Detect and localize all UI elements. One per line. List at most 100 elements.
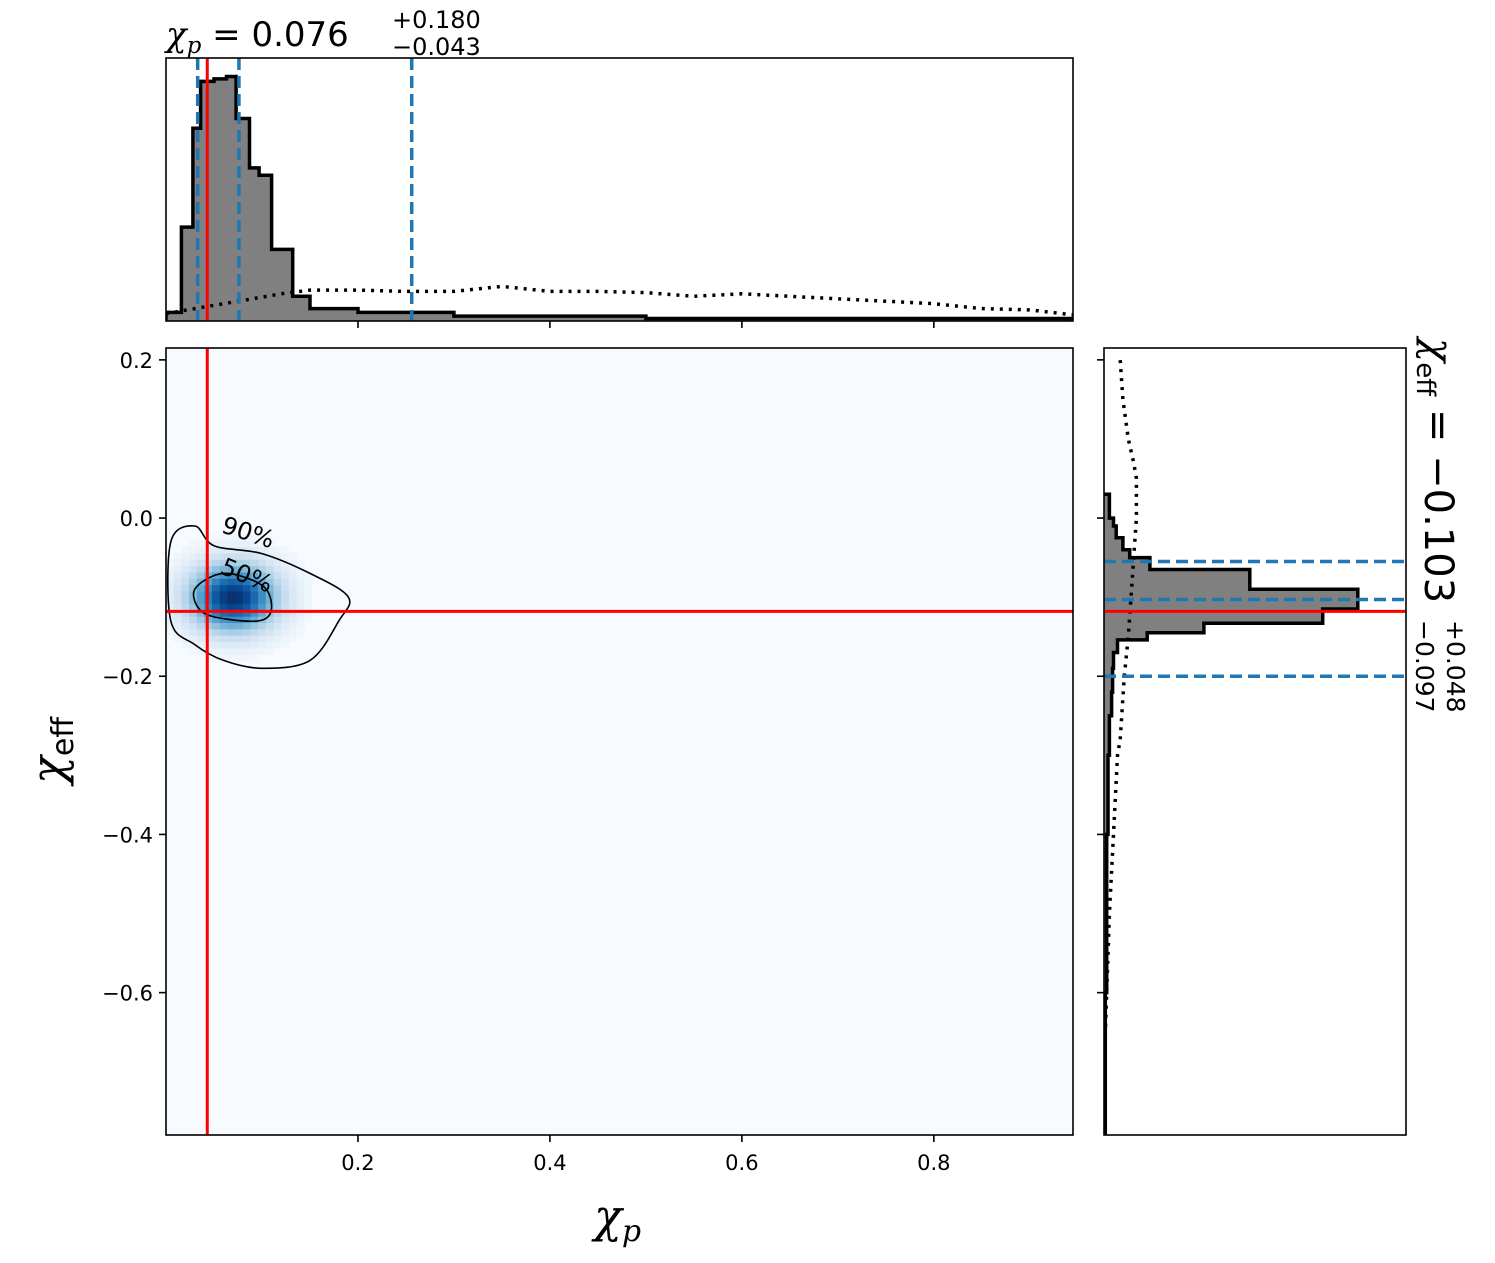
heatmap-cell	[227, 597, 236, 605]
heatmap-cell	[173, 578, 182, 586]
heatmap-cell	[265, 622, 275, 630]
heatmap-cell	[196, 647, 205, 655]
heatmap-cell	[196, 552, 205, 560]
heatmap-cell	[173, 571, 182, 579]
heatmap-cell	[258, 603, 267, 611]
heatmap-cell	[189, 609, 198, 617]
joint-panel-background	[166, 348, 1073, 1135]
heatmap-cell	[227, 540, 236, 548]
heatmap-cell	[250, 616, 259, 624]
heatmap-cell	[227, 590, 236, 598]
y-tick-label: 0.0	[120, 507, 153, 531]
heatmap-cell	[281, 622, 290, 630]
heatmap-cell	[227, 533, 236, 541]
y-tick-label: −0.6	[102, 982, 153, 1006]
heatmap-cell	[258, 647, 267, 655]
heatmap-cell	[288, 628, 298, 636]
heatmap-cell	[258, 622, 267, 630]
heatmap-cell	[304, 590, 313, 598]
heatmap-cell	[288, 552, 298, 560]
heatmap-cell	[212, 597, 221, 605]
heatmap-cell	[212, 616, 221, 624]
heatmap-cell	[304, 571, 313, 579]
heatmap-cell	[181, 552, 190, 560]
x-tick-label: 0.6	[725, 1151, 758, 1175]
heatmap-cell	[219, 654, 229, 662]
heatmap-cell	[173, 584, 182, 592]
heatmap-cell	[273, 578, 282, 586]
contour-90-line	[167, 525, 351, 670]
chi-p-panel-ticks	[357, 321, 935, 328]
heatmap-cell	[288, 622, 298, 630]
heatmap-cell	[219, 616, 229, 624]
heatmap-cell	[288, 571, 298, 579]
svg-text:χeff = −0.103: χeff = −0.103	[1410, 335, 1461, 603]
heatmap-cell	[250, 603, 259, 611]
heatmap-cell	[242, 622, 252, 630]
heatmap-cell	[173, 565, 182, 573]
heatmap-cell	[258, 641, 267, 649]
heatmap-cell	[242, 641, 252, 649]
chi-p-title: χp = 0.076	[164, 15, 349, 59]
heatmap-cell	[258, 628, 267, 636]
heatmap-cell	[219, 533, 229, 541]
chi-eff-title-upper-error: +0.048	[1441, 620, 1470, 713]
heatmap-cell	[242, 546, 252, 554]
x-tick-label: 0.8	[917, 1151, 950, 1175]
chi-eff-panel-frame	[1103, 347, 1407, 1136]
heatmap-cell	[189, 622, 198, 630]
heatmap-cell	[265, 584, 275, 592]
heatmap-cell	[219, 647, 229, 655]
heatmap-cell	[235, 533, 244, 541]
heatmap-cell	[273, 584, 282, 592]
joint-panel-frame	[165, 347, 1074, 1136]
heatmap-cell	[281, 641, 290, 649]
heatmap-cell	[304, 597, 313, 605]
heatmap-cell	[288, 597, 298, 605]
heatmap-cell	[250, 628, 259, 636]
heatmap-cell	[166, 622, 175, 630]
heatmap-cell	[219, 609, 229, 617]
heatmap-cell	[181, 622, 190, 630]
heatmap-cell	[212, 603, 221, 611]
heatmap-cell	[281, 603, 290, 611]
heatmap-cell	[296, 597, 305, 605]
heatmap-cell	[250, 584, 259, 592]
heatmap-cell	[242, 647, 252, 655]
heatmap-cell	[250, 533, 259, 541]
heatmap-cell	[227, 609, 236, 617]
heatmap-cell	[273, 622, 282, 630]
heatmap-cell	[242, 540, 252, 548]
heatmap-cell	[189, 584, 198, 592]
heatmap-cell	[281, 578, 290, 586]
chi-p-title-upper-error: +0.180	[392, 6, 481, 34]
heatmap-cell	[212, 641, 221, 649]
heatmap-cell	[288, 616, 298, 624]
chi-p-marginal-plot	[166, 58, 1073, 321]
heatmap-cell	[212, 584, 221, 592]
heatmap-cell	[258, 552, 267, 560]
heatmap-cell	[288, 584, 298, 592]
heatmap-cell	[227, 603, 236, 611]
heatmap-cell	[166, 628, 175, 636]
heatmap-cell	[212, 533, 221, 541]
heatmap-cell	[189, 647, 198, 655]
heatmap-cell	[219, 597, 229, 605]
heatmap-cell	[173, 616, 182, 624]
heatmap-cell	[273, 590, 282, 598]
heatmap-cell	[281, 584, 290, 592]
heatmap-cell	[235, 622, 244, 630]
chi-eff-marginal-panel	[1097, 347, 1407, 1136]
heatmap-cell	[189, 546, 198, 554]
heatmap-cell	[219, 628, 229, 636]
heatmap-cell	[196, 565, 205, 573]
heatmap-cell	[219, 584, 229, 592]
heatmap-cell	[258, 559, 267, 567]
heatmap-cell	[181, 597, 190, 605]
heatmap-cell	[219, 571, 229, 579]
heatmap-cell	[227, 571, 236, 579]
heatmap-cell	[227, 641, 236, 649]
heatmap-cell	[296, 590, 305, 598]
heatmap-cell	[219, 622, 229, 630]
